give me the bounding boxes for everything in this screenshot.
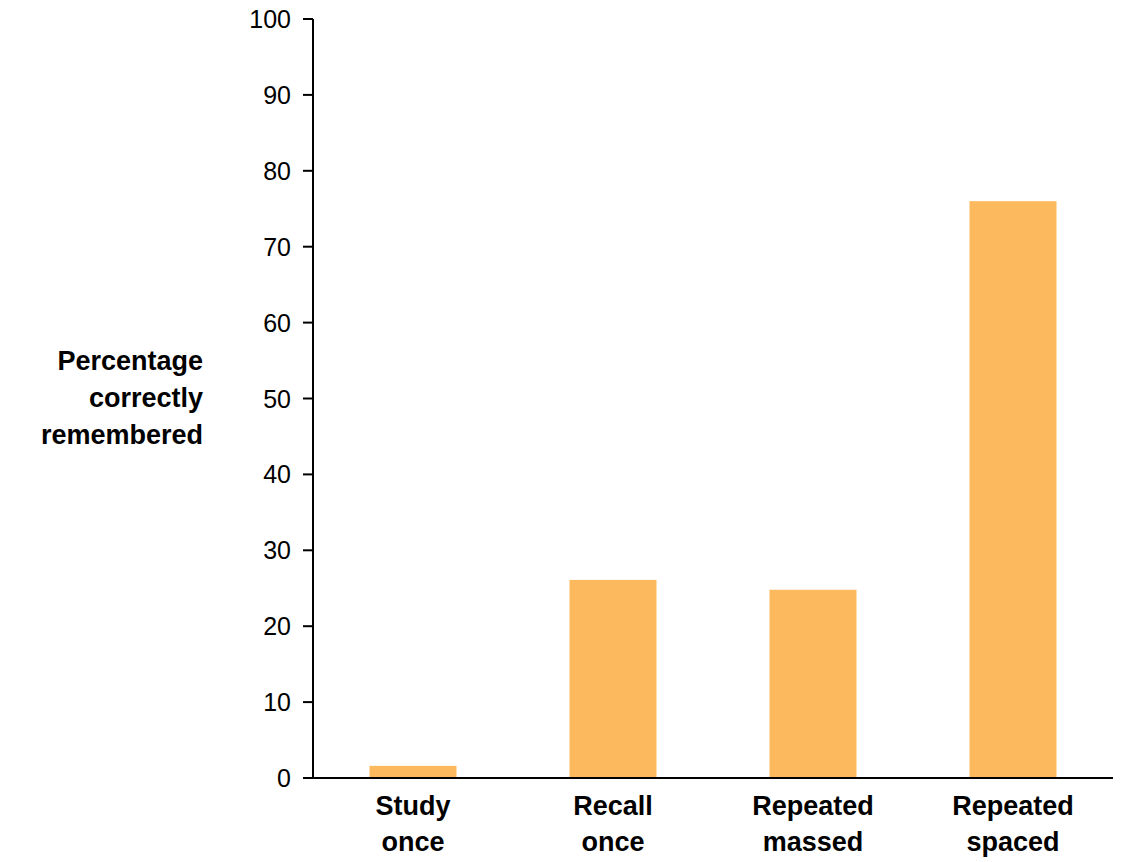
y-tick <box>303 246 313 248</box>
y-tick <box>303 777 313 779</box>
y-tick-label: 70 <box>263 233 291 261</box>
bar <box>570 580 657 778</box>
x-tick-label-line: massed <box>763 827 864 857</box>
y-tick <box>303 322 313 324</box>
x-tick-label: Repeated massed <box>752 791 874 857</box>
y-tick <box>303 549 313 551</box>
y-tick-label: 10 <box>263 688 291 716</box>
x-tick-label-line: spaced <box>966 827 1059 857</box>
y-tick-label: 20 <box>263 612 291 640</box>
y-tick-label: 30 <box>263 536 291 564</box>
x-axis <box>303 777 1113 779</box>
y-tick <box>303 18 313 20</box>
y-tick-label: 100 <box>249 5 291 33</box>
x-tick-label: Recall once <box>573 791 653 857</box>
bar <box>970 201 1057 778</box>
y-tick-label: 90 <box>263 81 291 109</box>
y-axis-title-line: Percentage <box>57 346 203 376</box>
y-tick <box>303 625 313 627</box>
y-axis-title-line: remembered <box>41 420 203 450</box>
bar <box>770 590 857 778</box>
bar <box>370 766 457 778</box>
y-axis-title: Percentage correctly remembered <box>41 346 203 450</box>
x-tick-label-line: Repeated <box>952 791 1074 821</box>
y-tick-label: 80 <box>263 157 291 185</box>
x-tick-label-line: Study <box>375 791 450 821</box>
y-tick <box>303 473 313 475</box>
x-tick-label-line: Recall <box>573 791 653 821</box>
x-tick-label-line: once <box>381 827 444 857</box>
y-tick-label: 60 <box>263 309 291 337</box>
y-tick <box>303 398 313 400</box>
y-tick-label: 0 <box>277 764 291 792</box>
y-tick-label: 40 <box>263 460 291 488</box>
x-tick-label-line: once <box>581 827 644 857</box>
y-tick-label: 50 <box>263 385 291 413</box>
y-tick <box>303 701 313 703</box>
y-tick <box>303 170 313 172</box>
x-tick-label-line: Repeated <box>752 791 874 821</box>
chart: 0 10 20 30 40 50 60 70 80 90 100 Study once Recall onc… <box>0 0 1122 862</box>
x-tick-label: Repeated spaced <box>952 791 1074 857</box>
y-tick <box>303 94 313 96</box>
bars <box>370 201 1057 778</box>
x-tick-label: Study once <box>375 791 450 857</box>
y-axis-title-line: correctly <box>89 383 203 413</box>
